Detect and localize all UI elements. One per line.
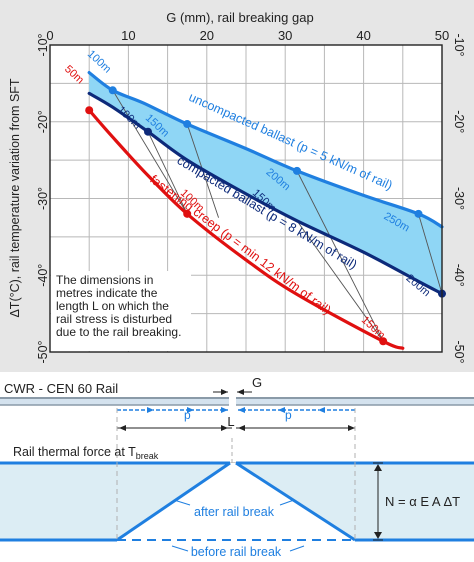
plot-frame	[49, 44, 443, 353]
y-tick-label-right: -50°	[452, 340, 466, 363]
length-guide-line	[296, 170, 384, 342]
formula-label: N = α E A ΔT	[385, 494, 460, 509]
y-tick-labels: -10° -10° -20° -20° -30° -30° -40° -40° -50° -50°	[36, 33, 466, 363]
force-line-slope-right	[235, 461, 356, 542]
length-guide-line	[112, 90, 188, 215]
length-guide-line	[296, 220, 384, 342]
y-tick-label-right: -10°	[452, 33, 466, 56]
data-point-compacted	[144, 127, 152, 136]
force-line-slope-left	[116, 461, 231, 542]
force-dimension-arrow-top	[374, 464, 382, 471]
y-tick-label: -10°	[36, 33, 50, 56]
data-point-uncompacted	[414, 209, 423, 218]
note-box	[51, 271, 191, 351]
series-line-compacted	[87, 91, 444, 296]
rail-title: CWR - CEN 60 Rail	[4, 381, 118, 396]
x-tick-label: 40	[356, 28, 370, 43]
note-text: The dimensions in metres indicate the le…	[56, 274, 182, 339]
length-guide-line	[147, 131, 188, 215]
friction-label-right: p	[285, 408, 292, 422]
data-point-uncompacted	[292, 166, 301, 175]
series-line-uncompacted	[87, 71, 444, 229]
x-tick-label: 10	[121, 28, 135, 43]
after-pointer-left	[173, 499, 191, 506]
series-lines	[87, 71, 444, 350]
after-break-label: after rail break	[194, 505, 275, 519]
before-break-label: before rail break	[191, 545, 282, 559]
force-area-disturbed	[117, 463, 355, 540]
length-guide-lines	[112, 90, 443, 342]
y-tick-label-right: -40°	[452, 264, 466, 287]
length-label: L	[227, 414, 234, 429]
y-tick-label-right: -20°	[452, 110, 466, 133]
gap-label: G	[252, 375, 262, 390]
y-tick-label: -20°	[36, 110, 50, 133]
before-pointer-left	[171, 545, 189, 552]
ballast-band	[89, 72, 442, 294]
series-points	[85, 86, 446, 346]
data-point-uncompacted	[108, 86, 117, 95]
y-tick-label: -30°	[36, 187, 50, 210]
y-axis-title: ΔT(°C), rail temperature variation from …	[8, 78, 22, 317]
force-title: Rail thermal force at Tbreak	[13, 445, 159, 461]
before-pointer-right	[289, 545, 305, 552]
x-tick-label: 0	[46, 28, 53, 43]
rail-head	[0, 399, 474, 405]
x-tick-label: 20	[200, 28, 214, 43]
x-tick-labels: 0 10 20 30 40 50	[46, 28, 449, 43]
data-point-creep	[183, 209, 192, 218]
friction-label-left: p	[184, 408, 191, 422]
force-area-left	[0, 463, 230, 540]
rail-gap	[229, 396, 236, 408]
x-tick-label: 30	[278, 28, 292, 43]
x-tick-label: 50	[435, 28, 449, 43]
series-line-creep	[87, 108, 405, 350]
length-guide-line	[418, 213, 443, 294]
data-point-uncompacted	[183, 120, 192, 129]
y-tick-label: -40°	[36, 264, 50, 287]
force-dimension-arrow-bottom	[374, 532, 382, 539]
y-tick-label-right: -30°	[452, 187, 466, 210]
top-axis-title: G (mm), rail breaking gap	[166, 10, 313, 25]
data-point-creep	[379, 337, 388, 346]
y-tick-label: -50°	[36, 340, 50, 363]
data-point-creep	[85, 106, 94, 115]
after-pointer-right	[279, 499, 295, 506]
